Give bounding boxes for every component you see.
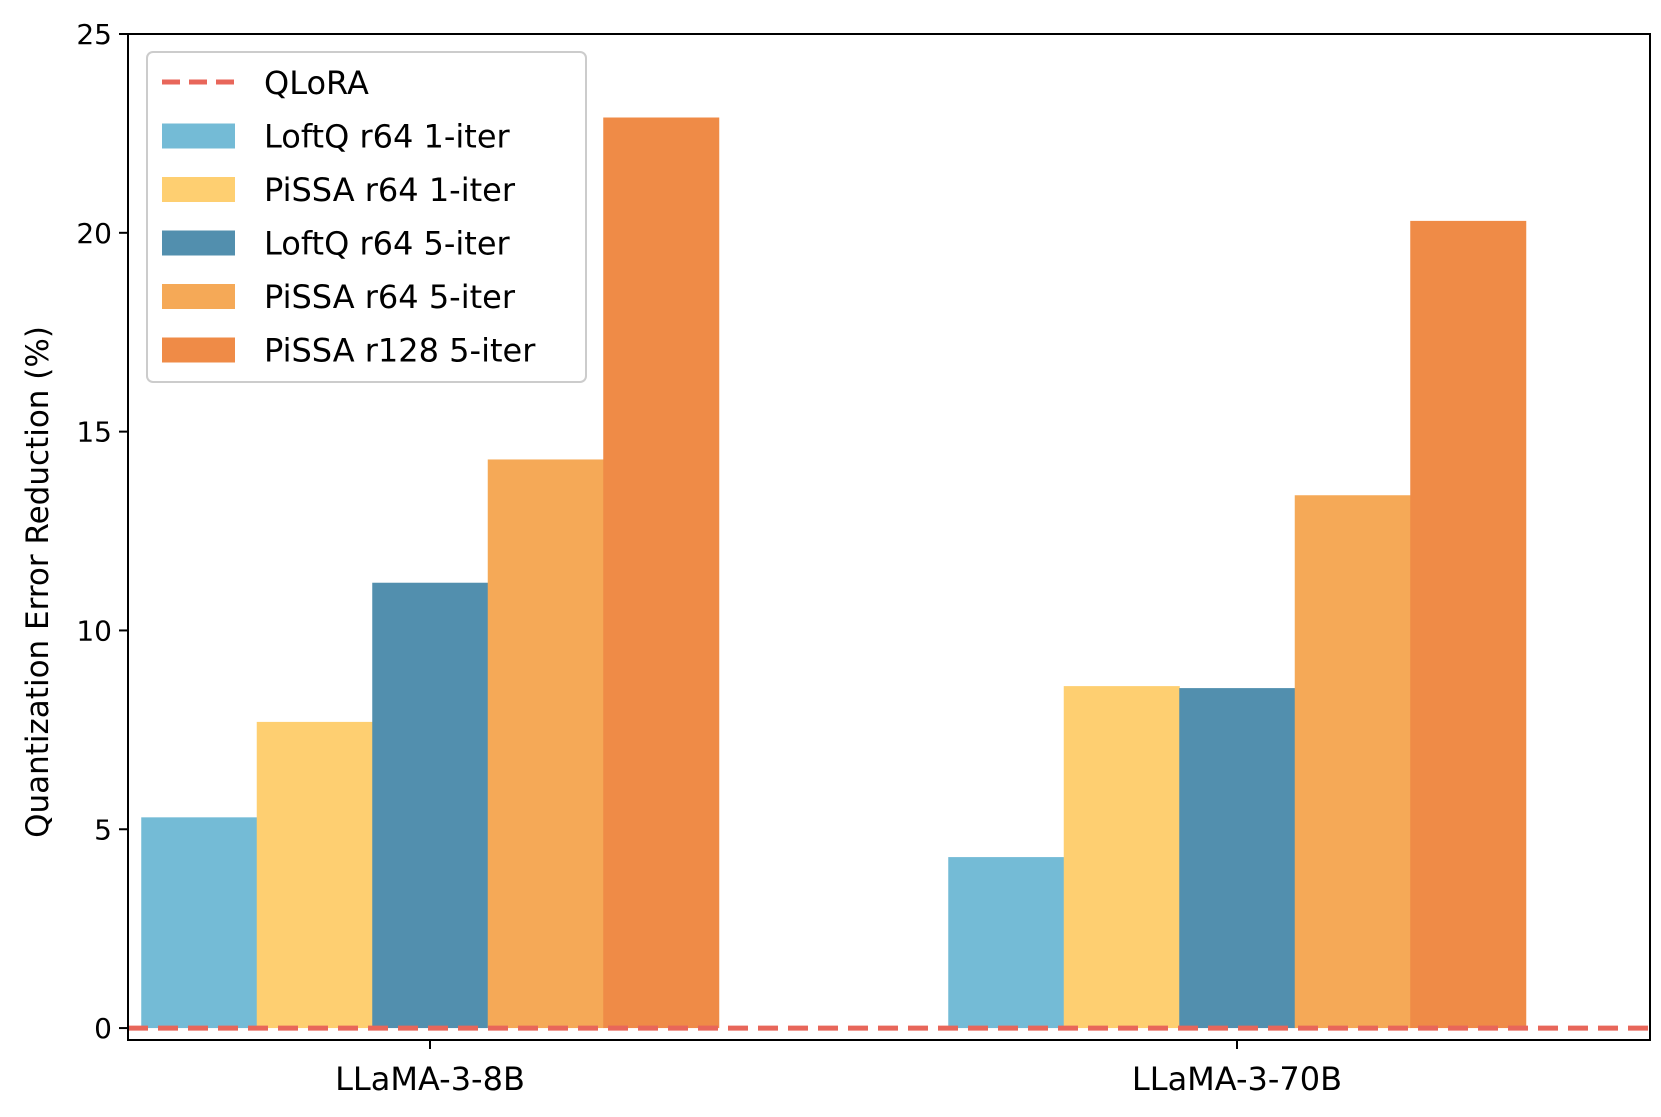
legend-label-pissa-r64-1-iter: PiSSA r64 1-iter (264, 171, 516, 209)
bar-pissa-r128-5-iter-llama-3-70b (1410, 220, 1527, 1029)
legend-label-pissa-r64-5-iter: PiSSA r64 5-iter (264, 278, 516, 316)
bar-pissa-r64-1-iter-llama-3-8b (256, 721, 373, 1029)
y-tick-label: 0 (94, 1012, 112, 1045)
legend-label-loftq-r64-5-iter: LoftQ r64 5-iter (264, 225, 511, 263)
legend-swatch-pissa-r64-5-iter (162, 284, 235, 309)
bar-pissa-r128-5-iter-llama-3-8b (603, 117, 720, 1029)
bar-loftq-r64-5-iter-llama-3-70b (1179, 688, 1296, 1029)
x-tick-label: LLaMA-3-70B (1132, 1060, 1342, 1098)
y-tick-label: 15 (76, 416, 112, 449)
legend: QLoRA LoftQ r64 1-iter PiSSA r64 1-iter Lof… (146, 51, 587, 383)
legend-swatch-pissa-r64-1-iter (162, 177, 235, 202)
bars-layer (141, 117, 1527, 1029)
legend-swatch-loftq-r64-1-iter (162, 123, 235, 149)
bar-loftq-r64-5-iter-llama-3-8b (372, 582, 489, 1029)
legend-label-qlora: QLoRA (264, 64, 369, 102)
legend-swatch-pissa-r128-5-iter (162, 337, 235, 363)
plot-frame (127, 33, 1651, 1041)
legend-label-loftq-r64-1-iter: LoftQ r64 1-iter (264, 118, 511, 156)
bar-pissa-r64-1-iter-llama-3-70b (1063, 686, 1180, 1029)
y-tick-label: 20 (76, 217, 112, 250)
y-axis-label: Quantization Error Reduction (%) (20, 326, 56, 838)
bar-loftq-r64-1-iter-llama-3-8b (141, 817, 258, 1029)
bar-loftq-r64-1-iter-llama-3-70b (948, 857, 1065, 1029)
legend-box (146, 51, 587, 383)
y-tick-label: 5 (94, 813, 112, 846)
bar-pissa-r64-5-iter-llama-3-70b (1294, 495, 1411, 1029)
axes-layer: 0 5 10 15 20 25 LLaMA-3-8B LLaMA-3-70B Quantizat… (20, 18, 1651, 1098)
x-tick-label: LLaMA-3-8B (335, 1060, 525, 1098)
bar-pissa-r64-5-iter-llama-3-8b (487, 459, 604, 1029)
legend-swatch-loftq-r64-5-iter (162, 230, 235, 256)
y-tick-label: 10 (76, 614, 112, 647)
legend-label-pissa-r128-5-iter: PiSSA r128 5-iter (264, 332, 536, 370)
y-tick-label: 25 (76, 18, 112, 51)
